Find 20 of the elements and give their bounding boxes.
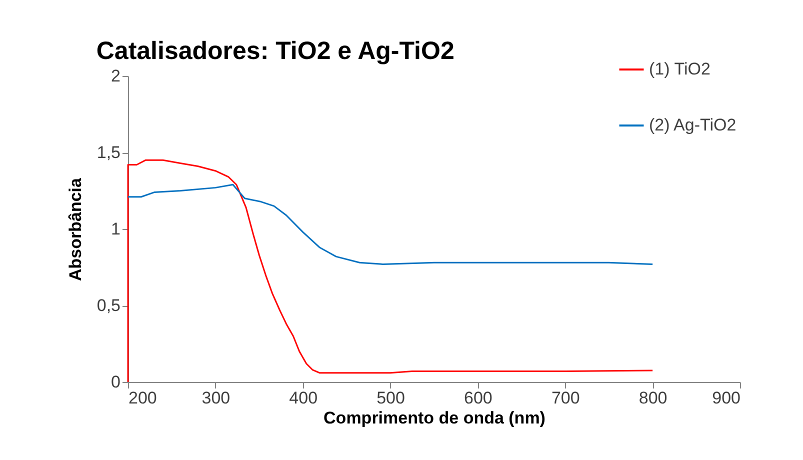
y-tick-label: 0,5 [96, 296, 120, 315]
y-tick-label: 1,5 [96, 143, 120, 162]
x-tick-label: 500 [376, 388, 405, 408]
y-tick-label: 2 [111, 66, 120, 86]
x-tick-label: 900 [712, 388, 740, 408]
x-tick-label: 600 [464, 388, 492, 408]
x-axis-title: Comprimento de onda (nm) [324, 408, 546, 428]
y-axis-title: Absorbância [66, 177, 85, 281]
y-tick-label: 1 [111, 220, 120, 238]
x-tick-label: 700 [551, 388, 580, 408]
line-series [127, 184, 654, 265]
x-tick-label: 300 [202, 388, 230, 408]
x-tick-label: 200 [128, 388, 157, 408]
line-series [127, 159, 654, 383]
x-tick-label: 800 [638, 388, 668, 408]
legend-label: (2) Ag-TiO2 [649, 116, 736, 134]
y-tick-label: 0 [111, 372, 120, 392]
x-tick-label: 400 [289, 388, 318, 408]
legend-label: (1) TiO2 [649, 60, 710, 78]
chart-title: Catalisadores: TiO2 e Ag-TiO2 [96, 37, 454, 65]
